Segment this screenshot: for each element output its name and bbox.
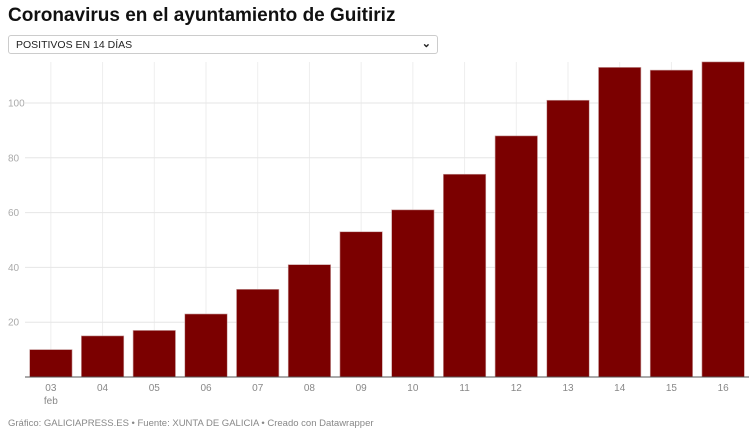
bar	[649, 69, 693, 378]
y-tick-label: 20	[8, 318, 20, 329]
y-tick-label: 60	[8, 208, 20, 219]
y-tick-label: 40	[8, 263, 20, 274]
chevron-down-icon: ⌄	[421, 38, 431, 50]
bar	[132, 330, 176, 378]
x-tick-label: 08	[304, 383, 316, 394]
x-tick-label: 13	[562, 383, 574, 394]
x-tick-label: 14	[614, 383, 626, 394]
x-tick-label: 12	[511, 383, 523, 394]
x-tick-label: 05	[149, 383, 161, 394]
bar	[546, 99, 590, 378]
bar	[443, 173, 487, 378]
bar	[701, 61, 745, 378]
x-tick-label: 04	[97, 383, 109, 394]
x-tick-label: 15	[666, 383, 678, 394]
y-tick-label: 100	[8, 99, 25, 110]
x-tick-label: 09	[356, 383, 368, 394]
dropdown-value: POSITIVOS EN 14 DÍAS	[16, 39, 133, 51]
x-tick-sublabel: feb	[44, 396, 58, 407]
x-tick-label: 11	[459, 383, 470, 394]
x-tick-label: 06	[200, 383, 212, 394]
bar	[236, 289, 280, 378]
x-tick-label: 03	[45, 383, 57, 394]
bar	[287, 264, 331, 378]
bar	[598, 67, 642, 378]
chart-title: Coronavirus en el ayuntamiento de Guitir…	[8, 5, 396, 26]
bar	[494, 135, 538, 378]
y-tick-label: 80	[8, 153, 20, 164]
metric-dropdown[interactable]: POSITIVOS EN 14 DÍAS ⌄	[8, 35, 438, 54]
bar	[339, 231, 383, 378]
x-tick-label: 10	[407, 383, 419, 394]
bar	[184, 313, 228, 378]
x-tick-label: 16	[718, 383, 730, 394]
bar	[29, 349, 73, 378]
bar	[391, 209, 435, 378]
x-tick-label: 07	[252, 383, 264, 394]
bar	[81, 335, 125, 378]
footer-credits: Gráfico: GALICIAPRESS.ES • Fuente: XUNTA…	[8, 418, 374, 429]
